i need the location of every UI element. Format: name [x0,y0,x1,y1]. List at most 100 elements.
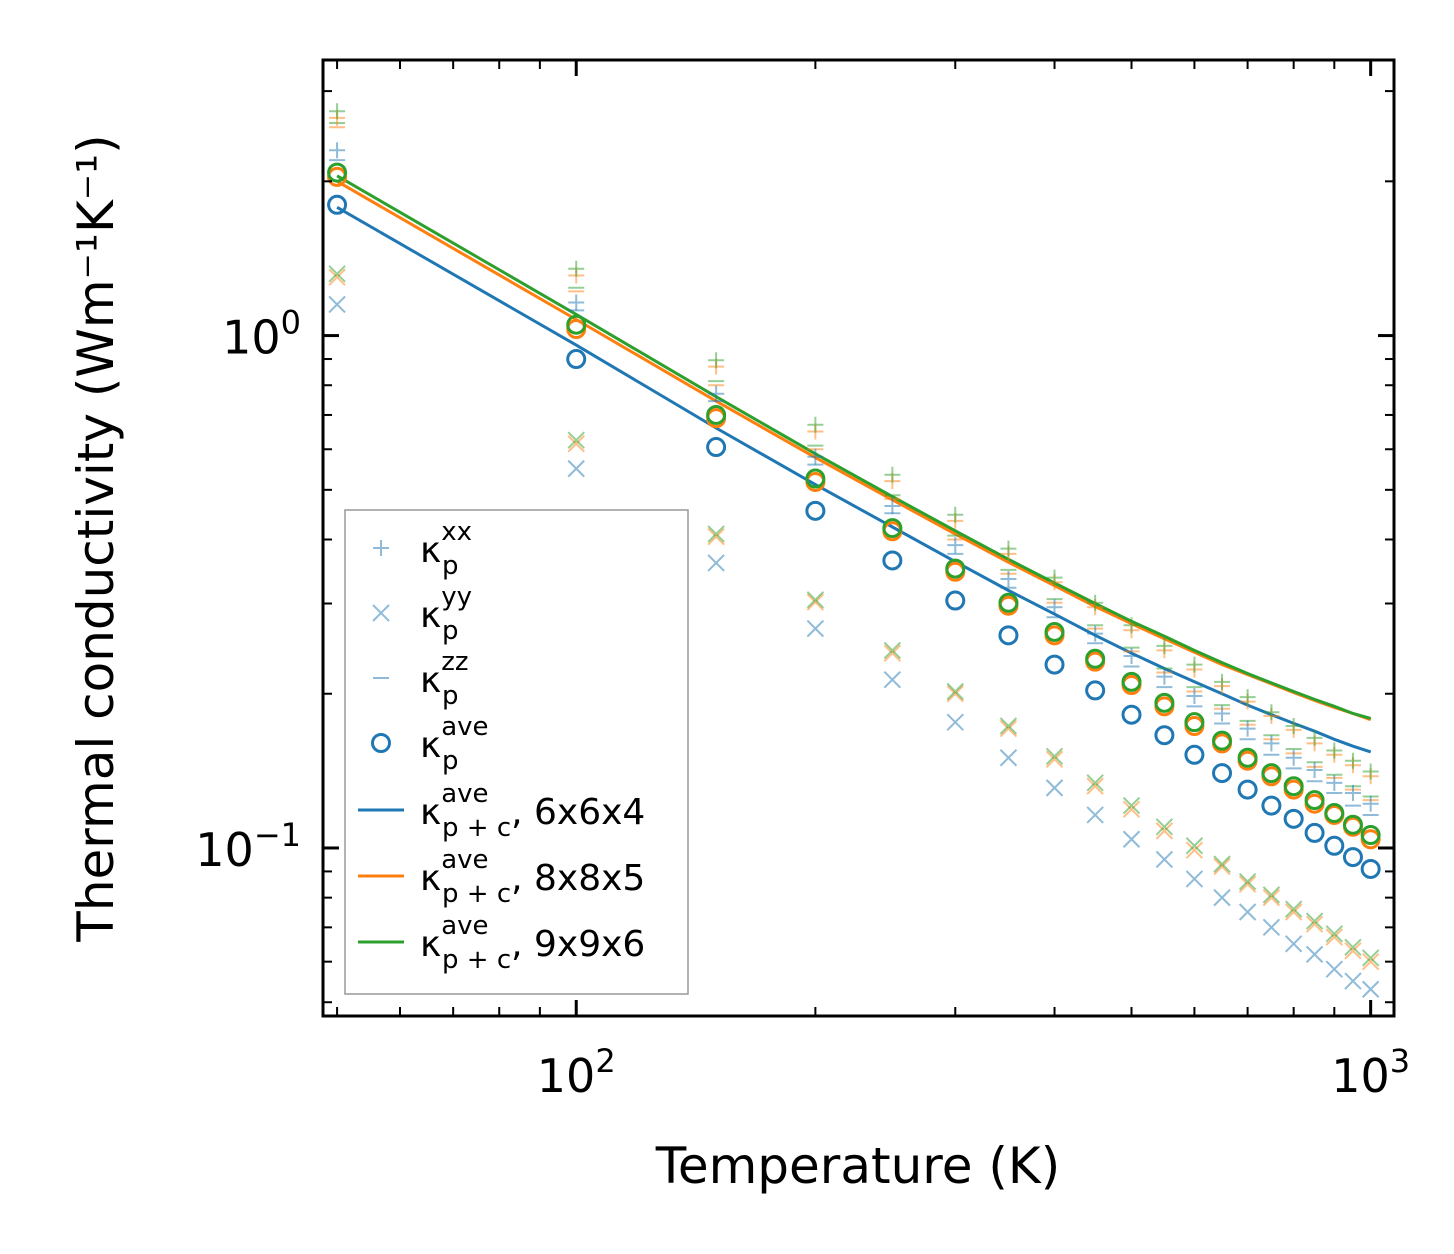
point-kp_yy_6x6x4-500 [1122,830,1141,848]
point-kp_ave_9x9x6-300 [945,558,966,579]
point-kp_xx_6x6x4-100 [568,294,585,311]
legend-label-5: κave p + c, 8x8x5 [420,845,645,909]
point-kp_ave_9x9x6-400 [1044,621,1065,642]
point-kp_ave_6x6x4-650 [1212,763,1233,784]
point-kp_yy_8x8x5-50 [328,268,346,286]
point-kp_xx_6x6x4-900 [1326,774,1343,791]
point-kp_ave_6x6x4-900 [1324,835,1345,856]
plot-area [327,103,1381,998]
point-kp_xx_9x9x6-150 [708,352,725,369]
point-kp_ave_9x9x6-250 [882,518,903,539]
point-kp_ave_6x6x4-100 [566,349,587,370]
point-kp_yy_8x8x5-800 [1284,903,1303,921]
point-kp_yy_6x6x4-350 [999,749,1018,767]
point-kp_ave_9x9x6-50 [327,162,348,183]
point-kp_yy_9x9x6-550 [1155,818,1174,836]
point-kp_yy_9x9x6-950 [1344,938,1362,957]
point-kp_ave_9x9x6-700 [1237,747,1258,768]
point-kp_yy_8x8x5-650 [1213,857,1231,876]
legend-label-6: κave p + c, 9x9x6 [420,911,645,975]
point-kp_ave_9x9x6-350 [998,592,1019,613]
point-kp_yy_8x8x5-450 [1086,777,1104,795]
point-kp_xx_9x9x6-900 [1326,742,1343,759]
point-kp_yy_9x9x6-800 [1284,900,1303,918]
point-kp_xx_9x9x6-950 [1344,752,1361,769]
point-kp_xx_9x9x6-750 [1263,704,1280,721]
point-kp_yy_9x9x6-300 [946,682,964,701]
point-kp_yy_9x9x6-400 [1045,747,1064,765]
point-kp_ave_9x9x6-800 [1283,776,1304,797]
point-kp_xx_9x9x6-100 [568,260,585,277]
point-kp_yy_6x6x4-700 [1238,903,1257,921]
point-kp_ave_9x9x6-950 [1342,814,1363,835]
y-tick-label-0.1: 10−1 [195,816,301,877]
point-kp_yy_8x8x5-950 [1344,942,1362,960]
point-kp_yy_6x6x4-650 [1213,888,1231,907]
point-kp_yy_9x9x6-750 [1262,886,1281,904]
legend-marker-x [372,604,390,622]
point-kp_ave_6x6x4-500 [1121,704,1142,725]
point-kp_yy_8x8x5-400 [1045,750,1064,768]
point-kp_yy_9x9x6-100 [567,431,585,449]
point-kp_yy_6x6x4-950 [1344,972,1362,990]
point-kp_yy_6x6x4-200 [806,619,825,638]
point-kp_yy_9x9x6-900 [1325,925,1344,943]
point-kp_xx_6x6x4-50 [329,142,346,159]
series-line-kpc_ave_6x6x4 [336,206,1372,754]
point-kp_ave_9x9x6-450 [1085,648,1106,669]
point-kp_xx_6x6x4-300 [947,537,964,554]
point-kp_ave_9x9x6-850 [1304,790,1325,811]
point-kp_ave_9x9x6-1000 [1360,825,1381,846]
point-kp_yy_8x8x5-200 [806,593,825,611]
point-kp_ave_6x6x4-1000 [1360,858,1381,879]
point-kp_xx_9x9x6-300 [947,506,964,523]
point-kp_ave_6x6x4-400 [1044,654,1065,675]
point-kp_yy_6x6x4-1000 [1361,980,1380,998]
axis-ticks: 102 103 10−1 100 [195,60,1410,1103]
point-kp_yy_6x6x4-450 [1086,806,1104,824]
point-kp_yy_6x6x4-750 [1262,918,1281,937]
point-kp_yy_9x9x6-500 [1122,796,1141,815]
point-kp_ave_6x6x4-150 [706,437,727,458]
point-kp_xx_9x9x6-700 [1239,689,1256,706]
legend-label-3: κave p [420,712,489,776]
point-kp_xx_6x6x4-650 [1214,705,1231,722]
point-kp_xx_9x9x6-400 [1046,569,1063,586]
point-kp_yy_9x9x6-850 [1305,912,1324,930]
point-kp_yy_8x8x5-500 [1122,800,1141,818]
point-kp_yy_8x8x5-250 [883,644,902,662]
point-kp_yy_6x6x4-600 [1185,870,1204,888]
point-kp_ave_6x6x4-200 [805,500,826,521]
point-kp_xx_9x9x6-350 [1000,540,1017,557]
point-kp_yy_9x9x6-200 [806,591,825,609]
point-kp_ave_6x6x4-700 [1237,779,1258,800]
y-axis-label: Thermal conductivity (Wm⁻¹K⁻¹) [67,134,125,942]
point-kp_xx_6x6x4-850 [1306,761,1323,778]
point-kp_xx_6x6x4-750 [1263,735,1280,752]
legend-label-0: κxx p [420,517,472,581]
point-kp_yy_6x6x4-250 [883,671,902,689]
point-kp_ave_6x6x4-250 [882,550,903,571]
x-axis-label: Temperature (K) [655,1137,1060,1195]
point-kp_ave_6x6x4-450 [1085,680,1106,701]
point-kp_ave_6x6x4-800 [1283,808,1304,829]
point-kp_yy_9x9x6-150 [707,525,725,543]
point-kp_xx_6x6x4-150 [708,385,725,402]
point-kp_ave_6x6x4-850 [1304,822,1325,843]
point-kp_ave_9x9x6-100 [566,314,587,335]
point-kp_ave_9x9x6-200 [805,468,826,489]
point-kp_yy_6x6x4-150 [707,554,725,572]
point-kp_xx_6x6x4-1000 [1362,795,1379,812]
point-kp_xx_6x6x4-600 [1186,687,1203,704]
point-kp_yy_6x6x4-100 [567,459,585,478]
point-kp_yy_9x9x6-650 [1213,855,1231,873]
point-kp_yy_8x8x5-350 [999,719,1018,738]
point-kp_yy_8x8x5-300 [946,685,964,703]
point-kp_yy_6x6x4-550 [1155,850,1174,869]
point-kp_yy_6x6x4-300 [946,713,964,731]
point-kp_ave_9x9x6-750 [1261,763,1282,784]
point-kp_xx_9x9x6-50 [329,103,346,120]
legend-label-4: κave p + c, 6x6x4 [420,779,645,843]
point-kp_xx_9x9x6-600 [1186,656,1203,673]
